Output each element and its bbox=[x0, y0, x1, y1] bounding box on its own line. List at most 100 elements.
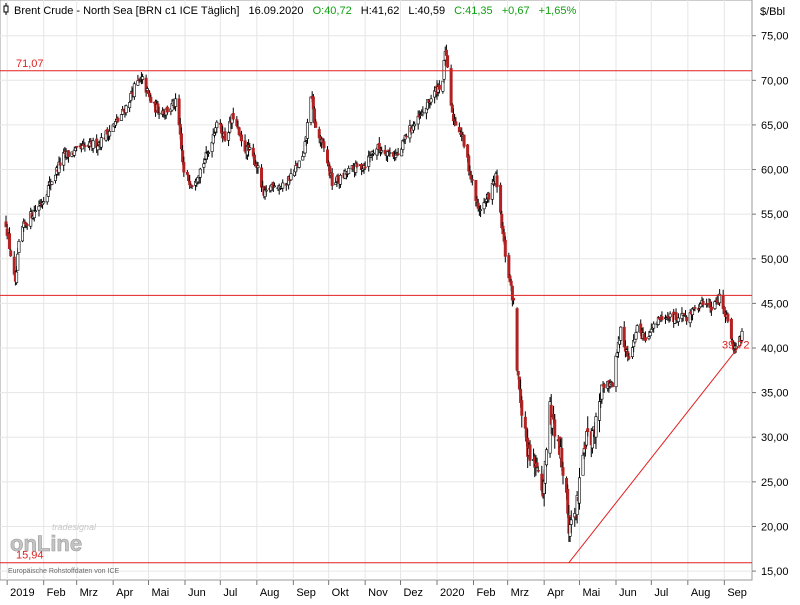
x-tick-label: Jun bbox=[619, 587, 637, 599]
candle-up bbox=[33, 210, 37, 212]
y-tick-label: 25,00 bbox=[761, 477, 789, 489]
last-value-label: 39,72 bbox=[722, 340, 750, 352]
svg-text:Brent Crude - North Sea [BRN c: Brent Crude - North Sea [BRN c1 ICE Tägl… bbox=[14, 5, 576, 17]
y-tick-label: 30,00 bbox=[761, 432, 789, 444]
candle-down bbox=[515, 308, 519, 371]
candle-up bbox=[648, 332, 652, 337]
x-tick-label: 2019 bbox=[10, 587, 34, 599]
x-tick-label: Aug bbox=[260, 587, 280, 599]
candle-down bbox=[701, 301, 705, 306]
candle-up bbox=[575, 495, 579, 515]
y-tick-label: 20,00 bbox=[761, 521, 789, 533]
candle-up bbox=[303, 141, 307, 154]
candle-up bbox=[338, 174, 342, 185]
watermark-brand-top: tradesignal bbox=[52, 522, 97, 532]
candle-up bbox=[264, 189, 268, 192]
candle-up bbox=[347, 168, 351, 174]
candle-up bbox=[37, 205, 41, 211]
candle-up bbox=[590, 430, 594, 449]
y-tick-label: 70,00 bbox=[761, 75, 789, 87]
candle-down bbox=[83, 145, 87, 147]
candle-down bbox=[223, 131, 227, 141]
candle-down bbox=[512, 297, 516, 301]
candle-down bbox=[516, 371, 520, 376]
candle-up bbox=[577, 477, 581, 504]
y-tick-label: 75,00 bbox=[761, 31, 789, 43]
candle-up bbox=[713, 301, 717, 309]
candle-down bbox=[182, 161, 186, 173]
y-tick-label: 50,00 bbox=[761, 254, 789, 266]
candle-down bbox=[487, 193, 491, 200]
candle-up bbox=[419, 114, 423, 116]
x-tick-label: Mrz bbox=[80, 587, 98, 599]
candle-up bbox=[413, 123, 417, 127]
high-value: H:41,62 bbox=[361, 5, 400, 17]
candle-up bbox=[42, 201, 46, 204]
candle-down bbox=[729, 318, 733, 340]
candle-up bbox=[479, 209, 483, 211]
watermark: tradesignal onLine Europäische Rohstoffd… bbox=[8, 522, 119, 575]
trendline bbox=[568, 342, 743, 563]
candle-up bbox=[128, 102, 132, 108]
change-value: +0,67 bbox=[502, 5, 530, 17]
candle-up bbox=[380, 150, 384, 153]
watermark-brand: onLine bbox=[10, 531, 82, 556]
candle-up bbox=[91, 140, 95, 149]
candle-down bbox=[674, 312, 678, 321]
candle-down bbox=[396, 153, 400, 156]
x-tick-label: Jul bbox=[654, 587, 668, 599]
candle-up bbox=[594, 416, 598, 438]
candle-down bbox=[457, 126, 461, 133]
candle-down bbox=[470, 179, 474, 181]
candle-up bbox=[581, 454, 585, 476]
x-tick-label: Aug bbox=[691, 587, 711, 599]
y-tick-label: 35,00 bbox=[761, 388, 789, 400]
candle-down bbox=[660, 316, 664, 321]
horizontal-level-label: 15,94 bbox=[16, 550, 44, 562]
candle-up bbox=[634, 332, 638, 340]
candle-up bbox=[17, 241, 21, 253]
candle-down bbox=[355, 163, 359, 167]
candle-down bbox=[553, 419, 557, 437]
candle-up bbox=[124, 105, 128, 113]
candle-down bbox=[523, 416, 527, 429]
candle-down bbox=[190, 185, 194, 187]
x-tick-label: Apr bbox=[547, 587, 564, 599]
y-tick-label: 60,00 bbox=[761, 165, 789, 177]
watermark-source: Europäische Rohstoffdaten von ICE bbox=[8, 568, 119, 575]
candle-up bbox=[15, 271, 19, 283]
candle-down bbox=[314, 121, 318, 128]
horizontal-level-label: 71,07 bbox=[16, 58, 44, 70]
candle-up bbox=[198, 168, 202, 178]
y-tick-label: 40,00 bbox=[761, 343, 789, 355]
candle-down bbox=[8, 233, 12, 250]
candle-up bbox=[633, 338, 637, 343]
candle-up bbox=[647, 336, 651, 339]
candle-up bbox=[108, 130, 112, 137]
candle-down bbox=[566, 488, 570, 514]
x-tick-label: Mrz bbox=[511, 587, 529, 599]
candle-down bbox=[536, 469, 540, 472]
candle-down bbox=[330, 172, 334, 186]
candle-down bbox=[58, 162, 62, 166]
candle-down bbox=[528, 444, 532, 461]
x-tick-label: Nov bbox=[368, 587, 388, 599]
y-tick-label: 55,00 bbox=[761, 209, 789, 221]
candles-layer bbox=[4, 44, 744, 543]
candle-up bbox=[441, 80, 445, 92]
candle-down bbox=[602, 384, 606, 389]
y-tick-label: 45,00 bbox=[761, 298, 789, 310]
candle-down bbox=[560, 448, 564, 467]
x-tick-label: Sep bbox=[727, 587, 747, 599]
y-unit-label: $/Bbl bbox=[760, 6, 785, 18]
candle-down bbox=[444, 49, 448, 56]
x-tick-label: Okt bbox=[332, 587, 349, 599]
y-tick-label: 15,00 bbox=[761, 566, 789, 578]
candle-up bbox=[388, 152, 392, 154]
candle-up bbox=[305, 122, 309, 139]
candle-up bbox=[635, 325, 639, 333]
candle-up bbox=[656, 316, 660, 325]
candle-down bbox=[181, 150, 185, 163]
lines-layer: 71,07 15,94 39,72 bbox=[0, 58, 752, 564]
